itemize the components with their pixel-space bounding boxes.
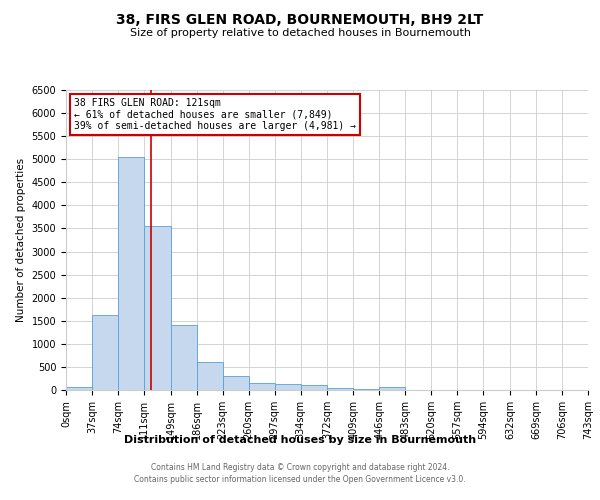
Text: Distribution of detached houses by size in Bournemouth: Distribution of detached houses by size … [124, 435, 476, 445]
Bar [92, 315, 118, 390]
Bar [223, 376, 248, 390]
Text: Contains HM Land Registry data © Crown copyright and database right 2024.: Contains HM Land Registry data © Crown c… [151, 464, 449, 472]
Bar [301, 386, 328, 390]
Text: Contains public sector information licensed under the Open Government Licence v3: Contains public sector information licen… [134, 475, 466, 484]
Bar [118, 157, 144, 390]
Bar [144, 226, 170, 390]
Bar [66, 386, 92, 390]
Y-axis label: Number of detached properties: Number of detached properties [16, 158, 26, 322]
Bar [170, 326, 197, 390]
Bar [197, 362, 223, 390]
Text: 38 FIRS GLEN ROAD: 121sqm
← 61% of detached houses are smaller (7,849)
39% of se: 38 FIRS GLEN ROAD: 121sqm ← 61% of detac… [74, 98, 356, 130]
Bar [248, 383, 275, 390]
Bar [275, 384, 301, 390]
Text: 38, FIRS GLEN ROAD, BOURNEMOUTH, BH9 2LT: 38, FIRS GLEN ROAD, BOURNEMOUTH, BH9 2LT [116, 12, 484, 26]
Text: Size of property relative to detached houses in Bournemouth: Size of property relative to detached ho… [130, 28, 470, 38]
Bar [379, 387, 406, 390]
Bar [353, 388, 379, 390]
Bar [328, 388, 353, 390]
